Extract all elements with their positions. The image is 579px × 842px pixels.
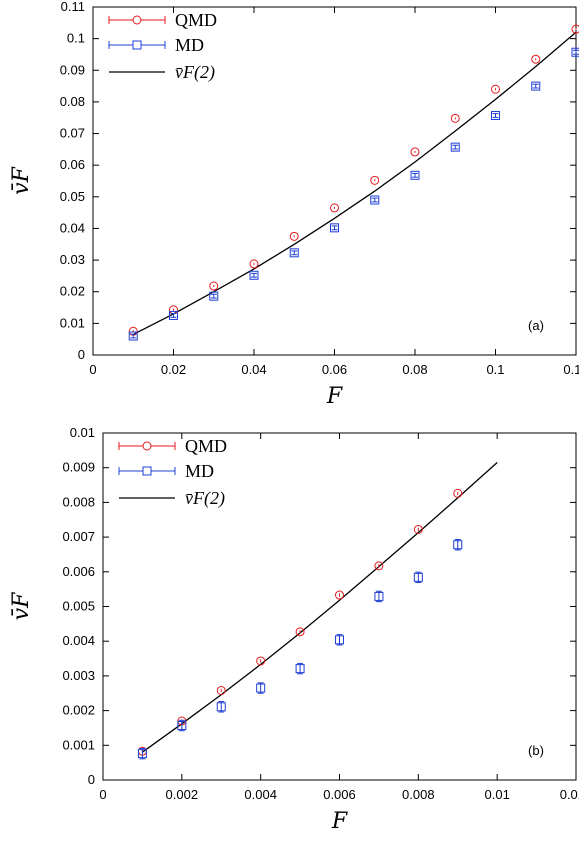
y-axis-label: v̄F	[9, 166, 34, 194]
md-point	[249, 270, 259, 280]
qmd-point	[453, 488, 463, 498]
md-point	[137, 749, 147, 759]
x-tick-label: 0	[99, 787, 106, 802]
panel-a: 0 0.02 0.04 0.06 0.08 0.1 0.12 0 0.01 0.02 0.03 0.0…	[9, 0, 579, 409]
legend-theory-label: v̄F(2)	[175, 62, 215, 83]
qmd-point	[571, 24, 579, 34]
qmd-point	[249, 259, 259, 269]
md-point	[256, 683, 266, 693]
qmd-point	[330, 203, 339, 213]
y-tick-label: 0.03	[60, 252, 85, 267]
legend-md-marker	[142, 466, 152, 476]
x-tick-label: 0.06	[322, 362, 347, 377]
y-tick-label: 0.09	[60, 62, 85, 77]
legend-md-label: MD	[185, 461, 214, 481]
y-tick-label: 0.008	[62, 494, 95, 509]
theory-line	[142, 462, 498, 753]
y-tick-label: 0.04	[60, 220, 85, 235]
x-axis-label: F	[331, 809, 348, 834]
md-point	[209, 291, 219, 301]
y-tick-label: 0.02	[60, 284, 85, 299]
md-point	[571, 47, 579, 57]
y-tick-label: 0.007	[62, 529, 95, 544]
qmd-point	[410, 147, 420, 157]
qmd-point	[216, 685, 226, 695]
qmd-point	[209, 281, 219, 291]
x-tick-label: 0.012	[560, 787, 579, 802]
y-tick-label: 0.06	[60, 157, 85, 172]
legend-qmd-marker	[142, 441, 152, 451]
x-axis-label: F	[326, 384, 343, 409]
y-tick-label: 0	[88, 772, 95, 787]
y-tick-label: 0.006	[62, 564, 95, 579]
y-tick-label: 0.001	[62, 737, 95, 752]
panel-label: (a)	[528, 318, 544, 333]
md-point	[128, 331, 138, 341]
x-tick-label: 0.01	[485, 787, 510, 802]
y-tick-label: 0.01	[70, 425, 95, 440]
md-point	[289, 248, 299, 258]
md-point	[370, 195, 380, 205]
qmd-point	[413, 524, 423, 534]
y-tick-label: 0.005	[62, 599, 95, 614]
legend-md-marker	[132, 40, 142, 50]
panel-b: 0 0.002 0.004 0.006 0.008 0.01 0.012 0 0.001 0.00…	[9, 425, 579, 834]
legend-qmd-marker	[132, 15, 142, 25]
x-tick-label: 0.006	[323, 787, 356, 802]
qmd-point	[335, 590, 344, 600]
y-tick-label: 0	[78, 347, 85, 362]
y-tick-label: 0.05	[60, 189, 85, 204]
y-axis-label: v̄F	[9, 592, 34, 620]
qmd-point	[491, 84, 500, 94]
y-tick-label: 0.08	[60, 94, 85, 109]
md-point	[169, 310, 178, 320]
md-point	[177, 721, 187, 731]
x-tick-label: 0.02	[161, 362, 186, 377]
qmd-point	[450, 113, 460, 123]
md-point	[491, 111, 500, 121]
x-tick-label: 0.002	[166, 787, 199, 802]
x-tick-label: 0.04	[241, 362, 266, 377]
y-tick-label: 0.01	[60, 315, 85, 330]
panel-label: (b)	[528, 743, 544, 758]
x-tick-label: 0.12	[563, 362, 579, 377]
legend-theory-label: v̄F(2)	[185, 488, 225, 509]
qmd-point	[531, 54, 541, 64]
x-tick-label: 0.08	[402, 362, 427, 377]
qmd-point	[295, 627, 305, 637]
y-tick-label: 0.1	[67, 31, 85, 46]
qmd-point	[370, 175, 380, 185]
md-point	[453, 540, 463, 550]
y-tick-label: 0.003	[62, 668, 95, 683]
md-point	[410, 170, 420, 180]
legend-qmd-label: QMD	[175, 10, 217, 30]
x-tick-label: 0.1	[486, 362, 504, 377]
md-point	[335, 635, 344, 645]
y-tick-label: 0.07	[60, 126, 85, 141]
md-point	[216, 702, 226, 712]
qmd-point	[374, 561, 384, 571]
theory-line	[133, 31, 577, 335]
y-tick-label: 0.004	[62, 633, 95, 648]
qmd-point	[256, 656, 266, 666]
md-point	[330, 223, 339, 233]
y-tick-label: 0.11	[61, 0, 85, 14]
md-point	[531, 81, 541, 91]
y-tick-label: 0.002	[62, 703, 95, 718]
y-tick-label: 0.009	[62, 460, 95, 475]
x-tick-label: 0.004	[244, 787, 277, 802]
md-point	[374, 591, 384, 601]
md-point	[450, 142, 460, 152]
legend-md-label: MD	[175, 35, 204, 55]
plot-frame	[92, 6, 577, 356]
md-point	[295, 664, 305, 674]
legend-qmd-label: QMD	[185, 436, 227, 456]
x-tick-label: 0	[89, 362, 96, 377]
x-tick-label: 0.008	[402, 787, 435, 802]
md-point	[413, 572, 423, 582]
qmd-point	[289, 231, 299, 241]
plot-frame	[102, 432, 577, 781]
